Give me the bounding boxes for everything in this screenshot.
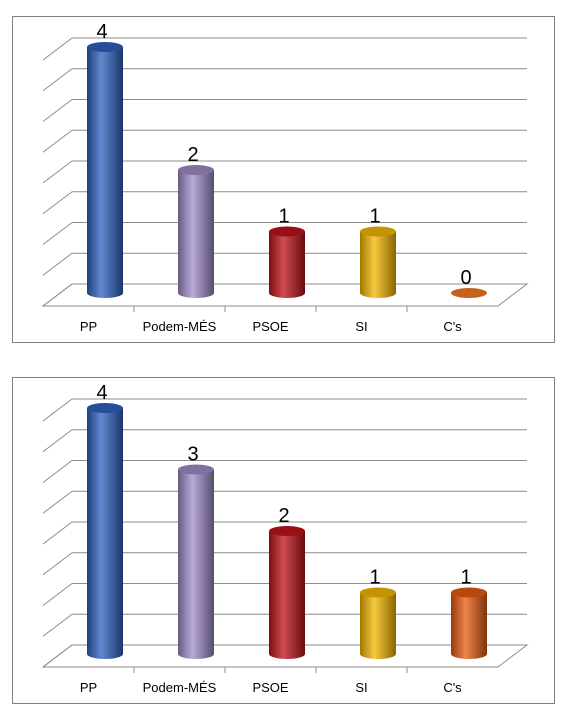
x-tick-label: C's bbox=[443, 319, 462, 334]
plot-area: 4 PP 2 Podem-MÉS 1 PSOE 1 SI 0 C's bbox=[41, 21, 529, 334]
floor bbox=[41, 644, 529, 668]
plot-area: 4 PP 3 Podem-MÉS 2 PSOE 1 SI 1 C's bbox=[41, 382, 529, 695]
chart-panel-bottom: 4 PP 3 Podem-MÉS 2 PSOE 1 SI 1 C's bbox=[12, 377, 555, 704]
bar bbox=[87, 403, 123, 659]
data-label: 1 bbox=[460, 567, 471, 589]
bar-body bbox=[360, 231, 396, 298]
bar-top bbox=[178, 464, 214, 475]
bar-body bbox=[178, 170, 214, 298]
bar bbox=[87, 42, 123, 298]
x-tick-label: PP bbox=[80, 680, 97, 695]
bar-body bbox=[178, 469, 214, 659]
bar-top bbox=[360, 587, 396, 598]
bar-top bbox=[87, 42, 123, 52]
bar bbox=[269, 226, 305, 298]
bar bbox=[451, 587, 487, 659]
bar bbox=[360, 226, 396, 298]
side-wall-line bbox=[42, 552, 73, 576]
x-tick-label: C's bbox=[443, 680, 462, 695]
x-tick-label: PSOE bbox=[252, 319, 288, 334]
bar bbox=[451, 288, 487, 298]
x-tick-label: Podem-MÉS bbox=[143, 680, 217, 695]
data-label: 2 bbox=[278, 505, 289, 527]
bar bbox=[269, 526, 305, 659]
side-wall-line bbox=[42, 583, 73, 606]
bar bbox=[178, 464, 214, 659]
side-wall-line bbox=[42, 129, 73, 153]
floor bbox=[41, 283, 529, 307]
data-label: 1 bbox=[369, 567, 380, 589]
x-tick-label: SI bbox=[355, 680, 367, 695]
side-wall-line bbox=[42, 191, 73, 215]
bar-body bbox=[451, 592, 487, 659]
data-label: 3 bbox=[187, 444, 198, 466]
bar-body bbox=[87, 47, 123, 298]
x-tick-label: SI bbox=[355, 319, 367, 334]
side-wall-line bbox=[42, 37, 73, 61]
bar-top bbox=[360, 226, 396, 237]
x-tick-label: PSOE bbox=[252, 680, 288, 695]
bar-top bbox=[178, 165, 214, 175]
side-wall-line bbox=[42, 613, 73, 637]
bar bbox=[178, 165, 214, 298]
side-wall-line bbox=[42, 99, 73, 122]
side-wall-line bbox=[42, 252, 73, 276]
bar-body bbox=[269, 531, 305, 659]
chart-bottom: 4 PP 3 Podem-MÉS 2 PSOE 1 SI 1 C's bbox=[41, 382, 529, 695]
bar-top bbox=[451, 587, 487, 598]
data-label: 0 bbox=[460, 267, 471, 289]
chart-panel-top: 4 PP 2 Podem-MÉS 1 PSOE 1 SI 0 C's bbox=[12, 16, 555, 343]
side-wall-line bbox=[42, 160, 73, 184]
side-wall-line bbox=[42, 429, 73, 453]
x-tick-label: PP bbox=[80, 319, 97, 334]
data-label: 1 bbox=[369, 206, 380, 228]
bar-top bbox=[451, 288, 487, 298]
data-label: 4 bbox=[96, 21, 107, 43]
bar-body bbox=[269, 231, 305, 298]
side-wall-line bbox=[42, 521, 73, 545]
bar-top bbox=[87, 403, 123, 413]
bar bbox=[360, 587, 396, 659]
chart-top: 4 PP 2 Podem-MÉS 1 PSOE 1 SI 0 C's bbox=[41, 21, 529, 334]
bar-top bbox=[269, 526, 305, 536]
side-wall-line bbox=[42, 68, 73, 92]
bar-body bbox=[87, 408, 123, 659]
bar-top bbox=[269, 226, 305, 237]
side-wall-line bbox=[42, 490, 73, 514]
data-label: 2 bbox=[187, 144, 198, 166]
x-tick-label: Podem-MÉS bbox=[143, 319, 217, 334]
side-wall-line bbox=[42, 398, 73, 422]
side-wall-line bbox=[42, 222, 73, 245]
bar-body bbox=[360, 592, 396, 659]
side-wall-line bbox=[42, 460, 73, 483]
data-label: 4 bbox=[96, 382, 107, 404]
data-label: 1 bbox=[278, 206, 289, 228]
